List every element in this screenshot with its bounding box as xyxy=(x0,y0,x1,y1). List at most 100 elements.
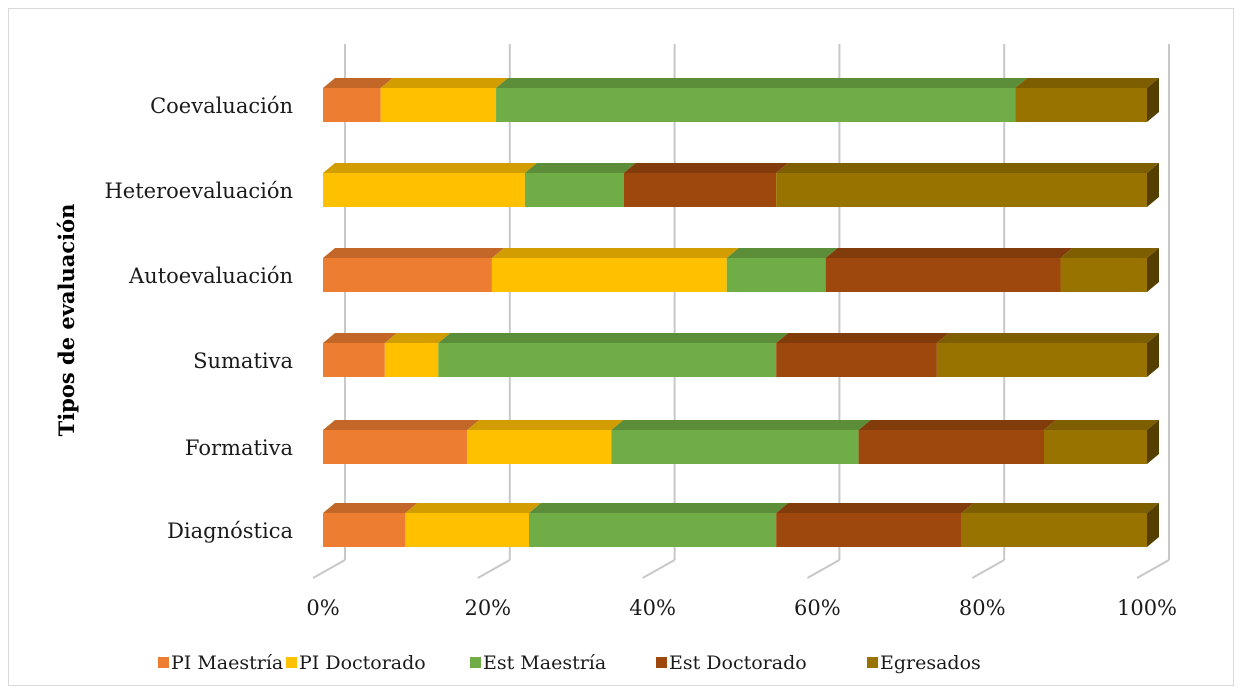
bar-top xyxy=(776,333,949,343)
bar-segment xyxy=(776,163,1159,207)
legend-label: PI Maestría xyxy=(171,652,283,674)
bar-top xyxy=(524,163,636,173)
bar-front xyxy=(1044,430,1147,464)
bar-front xyxy=(726,258,826,292)
legend-label: Est Doctorado xyxy=(669,652,807,674)
category-label: Coevaluación xyxy=(150,94,293,118)
bar-segment xyxy=(405,503,541,547)
category-label: Autoevaluación xyxy=(128,264,293,288)
bar-front xyxy=(776,173,1147,207)
bar-front xyxy=(1015,88,1147,122)
bar-top xyxy=(496,78,1028,88)
bar-top xyxy=(323,163,537,173)
bar-segment xyxy=(726,248,838,292)
legend-label: Egresados xyxy=(880,652,981,674)
legend-swatch xyxy=(158,657,169,668)
bar-front xyxy=(323,88,381,122)
bar-front xyxy=(961,513,1147,547)
x-tick-labels: 0% 20% 40% 60% 80% 100% xyxy=(306,596,1177,620)
bar-front xyxy=(380,88,497,122)
legend-item: Egresados xyxy=(867,652,981,674)
bar-top xyxy=(776,163,1159,173)
bar-top xyxy=(611,420,871,430)
bar-top xyxy=(623,163,789,173)
bar-top xyxy=(1015,78,1159,88)
floor-line xyxy=(971,559,1005,579)
bar-front xyxy=(858,430,1044,464)
x-tick-label: 80% xyxy=(959,596,1006,620)
bar-segment xyxy=(776,333,949,377)
bar-side xyxy=(1147,333,1159,377)
bar-front xyxy=(936,343,1147,377)
bar-front xyxy=(623,173,777,207)
legend-item: PI Maestría xyxy=(158,652,283,674)
bar-front xyxy=(776,343,937,377)
bar-top xyxy=(323,248,504,258)
bar-segment xyxy=(825,248,1073,292)
bar-top xyxy=(438,333,789,343)
bar-top xyxy=(323,420,480,430)
bar-top xyxy=(961,503,1159,513)
bar-segment xyxy=(438,333,789,377)
category-label: Heteroevaluación xyxy=(104,179,293,203)
bar-front xyxy=(323,343,385,377)
bar-front xyxy=(496,88,1016,122)
floor-line xyxy=(1136,559,1170,579)
y-axis-label: Tipos de evaluación xyxy=(54,204,79,437)
bar-segment xyxy=(323,248,504,292)
bar-segment xyxy=(1044,420,1159,464)
bar-top xyxy=(936,333,1159,343)
category-label: Diagnóstica xyxy=(167,519,293,543)
bar-front xyxy=(438,343,777,377)
bar-front xyxy=(323,430,468,464)
legend-swatch xyxy=(867,657,878,668)
bar-top xyxy=(405,503,541,513)
bar-segment xyxy=(961,503,1159,547)
bar-segment xyxy=(524,163,636,207)
floor-line xyxy=(642,559,676,579)
bar-top xyxy=(380,78,509,88)
bar-side xyxy=(1147,248,1159,292)
bar-segment xyxy=(323,333,397,377)
bar-top xyxy=(323,333,397,343)
bar-segment xyxy=(384,333,451,377)
bar-front xyxy=(611,430,859,464)
legend-swatch xyxy=(286,657,297,668)
bars xyxy=(323,78,1159,547)
bar-segment xyxy=(936,333,1159,377)
bar-front xyxy=(529,513,777,547)
bar-front xyxy=(323,513,406,547)
bar-front xyxy=(524,173,624,207)
x-tick-label: 0% xyxy=(306,596,339,620)
legend-swatch xyxy=(470,657,481,668)
x-tick-label: 100% xyxy=(1117,596,1177,620)
bar-top xyxy=(529,503,789,513)
bar-top xyxy=(776,503,974,513)
legend-label: PI Doctorado xyxy=(299,652,426,674)
bar-side xyxy=(1147,420,1159,464)
category-label: Sumativa xyxy=(193,349,293,373)
x-tick-label: 20% xyxy=(464,596,511,620)
bar-front xyxy=(384,343,439,377)
bar-side xyxy=(1147,163,1159,207)
bar-front xyxy=(491,258,727,292)
bar-segment xyxy=(1060,248,1159,292)
category-labels: Diagnóstica Formativa Sumativa Autoevaluaci… xyxy=(104,94,293,543)
bar-top xyxy=(1060,248,1159,258)
bar-top xyxy=(1044,420,1159,430)
bar-segment xyxy=(858,420,1056,464)
bar-front xyxy=(467,430,612,464)
x-tick-label: 60% xyxy=(794,596,841,620)
bar-segment xyxy=(323,163,537,207)
bar-top xyxy=(323,78,393,88)
bar-top xyxy=(825,248,1073,258)
bar-top xyxy=(858,420,1056,430)
legend: PI Maestría PI Doctorado Est Maestría Est D… xyxy=(158,652,981,674)
bar-top xyxy=(726,248,838,258)
bar-segment xyxy=(323,503,418,547)
gridlines xyxy=(312,44,1170,579)
floor-line xyxy=(312,559,346,579)
bar-segment xyxy=(380,78,509,122)
bar-segment xyxy=(323,420,480,464)
